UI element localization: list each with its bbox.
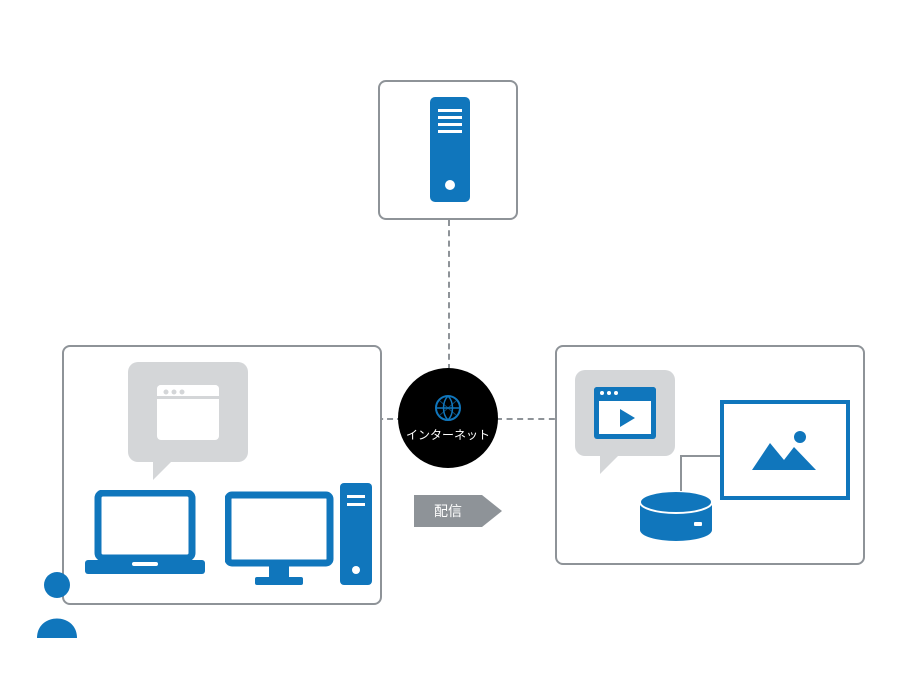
server-icon xyxy=(420,97,480,207)
image-frame xyxy=(720,400,850,500)
video-window-icon xyxy=(594,387,656,439)
laptop-icon xyxy=(80,490,210,580)
internet-hub: インターネット xyxy=(398,368,498,468)
image-icon xyxy=(750,425,820,475)
desktop-icon xyxy=(225,475,375,590)
disk-icon xyxy=(636,490,716,545)
internet-hub-label: インターネット xyxy=(406,426,490,443)
person-icon xyxy=(32,570,82,640)
connector-disk-to-frame xyxy=(680,455,682,491)
globe-icon xyxy=(434,394,462,422)
distribution-arrow: 配信 xyxy=(414,495,482,527)
right-speech-bubble xyxy=(575,370,675,456)
window-icon xyxy=(157,385,219,440)
server-box xyxy=(378,80,518,220)
connector-disk-to-frame-h xyxy=(680,455,720,457)
distribution-arrow-label: 配信 xyxy=(434,501,462,521)
edge-server-to-hub xyxy=(448,220,450,370)
left-speech-bubble xyxy=(128,362,248,462)
